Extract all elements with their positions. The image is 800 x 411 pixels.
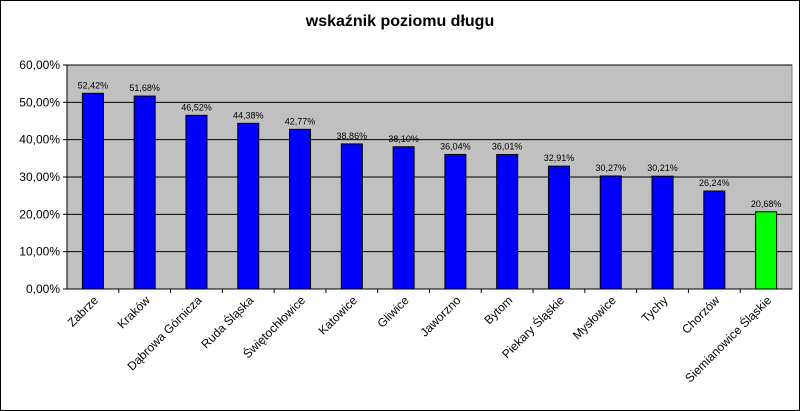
- category-label: Tychy: [639, 293, 671, 325]
- bar: [496, 154, 519, 290]
- category-label: Jaworzno: [417, 293, 463, 339]
- y-tick-label: 10,00%: [19, 245, 60, 259]
- bar: [444, 153, 467, 290]
- bar: [703, 190, 726, 290]
- category-label: Siemianowice Śląskie: [682, 292, 775, 385]
- category-label: Katowice: [316, 293, 361, 338]
- bar: [547, 165, 570, 290]
- y-tick-label: 20,00%: [19, 207, 60, 221]
- data-label: 30,21%: [647, 163, 678, 173]
- category-label: Bytom: [481, 293, 515, 327]
- bar: [340, 143, 363, 290]
- y-tick-label: 40,00%: [19, 133, 60, 147]
- category-label: Kraków: [115, 293, 153, 331]
- data-label: 44,38%: [233, 110, 264, 120]
- bar: [392, 146, 415, 290]
- category-label: Zabrze: [65, 293, 102, 330]
- category-label: Gliwice: [374, 293, 411, 330]
- y-tick-label: 60,00%: [19, 58, 60, 72]
- category-label: Mysłowice: [570, 293, 619, 342]
- data-label: 52,42%: [78, 80, 109, 90]
- bar: [237, 122, 260, 290]
- chart-title: wskaźnik poziomu długu: [305, 13, 495, 30]
- y-tick-label: 30,00%: [19, 170, 60, 184]
- bar: [755, 211, 778, 290]
- data-label: 36,01%: [492, 142, 523, 152]
- bar: [81, 92, 104, 290]
- y-tick-label: 0,00%: [26, 282, 60, 296]
- data-label: 26,24%: [699, 178, 730, 188]
- data-label: 30,27%: [595, 163, 626, 173]
- data-label: 32,91%: [544, 153, 575, 163]
- bar: [651, 175, 674, 290]
- data-label: 36,04%: [440, 141, 471, 151]
- bar: [599, 175, 622, 290]
- data-label: 42,77%: [285, 116, 316, 126]
- data-label: 51,68%: [129, 83, 160, 93]
- bar: [133, 95, 156, 290]
- category-label: Chorzów: [679, 293, 723, 337]
- y-tick-label: 50,00%: [19, 95, 60, 109]
- data-label: 46,52%: [181, 102, 212, 112]
- bar: [289, 128, 312, 290]
- data-label: 20,68%: [751, 199, 782, 209]
- data-label: 38,10%: [388, 134, 419, 144]
- bar: [185, 114, 208, 290]
- data-label: 38,86%: [337, 131, 368, 141]
